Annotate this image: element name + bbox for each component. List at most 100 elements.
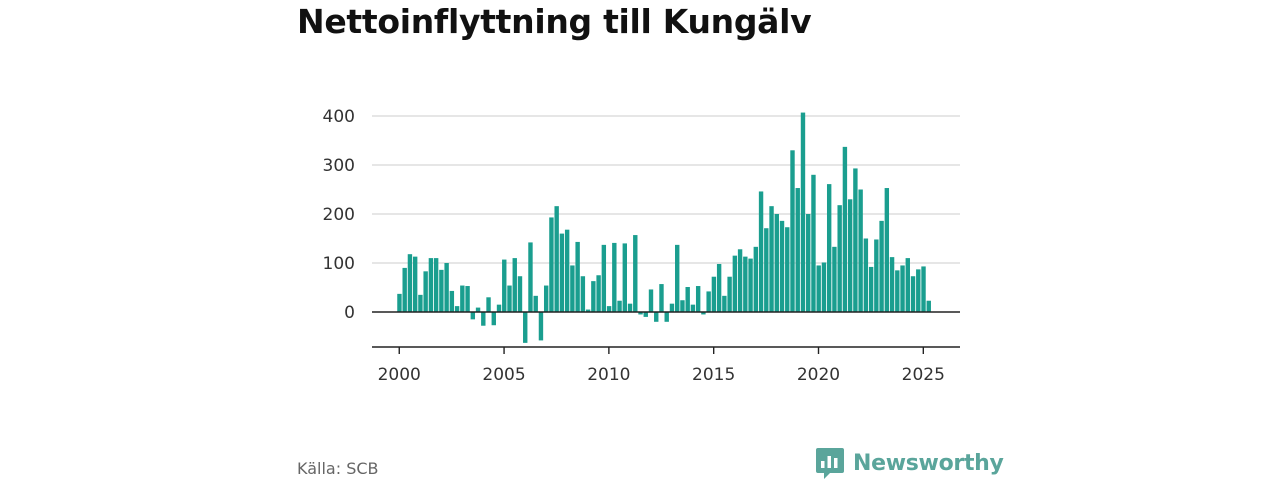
bar: [444, 263, 449, 312]
bar: [847, 199, 853, 312]
bar: [680, 300, 685, 312]
bar: [779, 220, 785, 312]
bar: [648, 289, 654, 312]
bar: [858, 189, 863, 312]
x-tick-label: 2015: [692, 365, 735, 385]
bar: [748, 258, 753, 312]
y-tick-label: 100: [323, 254, 355, 274]
newsworthy-logo-icon: [816, 448, 844, 479]
bar: [753, 246, 759, 312]
bar: [816, 265, 821, 312]
bar: [627, 303, 633, 312]
bar: [716, 263, 722, 312]
y-tick-label: 300: [323, 156, 355, 176]
bar: [695, 286, 701, 312]
bar: [821, 262, 827, 312]
bar: [863, 238, 869, 312]
bar: [475, 307, 481, 312]
bar: [874, 239, 879, 312]
bar: [790, 150, 795, 312]
bar: [806, 214, 811, 312]
bar: [732, 255, 738, 312]
bar: [449, 290, 455, 312]
chart-title: Nettoinflyttning till Kungälv: [297, 2, 812, 41]
brand-logo: Newsworthy: [815, 447, 1004, 480]
bar: [517, 276, 523, 312]
y-tick-label: 0: [344, 303, 355, 323]
bar: [481, 312, 486, 326]
bar: [643, 312, 648, 317]
brand-name: Newsworthy: [853, 451, 1004, 476]
gridlines: [372, 115, 960, 264]
x-tick-label: 2010: [587, 365, 630, 385]
bar: [454, 306, 460, 312]
bar: [622, 243, 627, 312]
bar: [575, 241, 580, 312]
bar: [853, 168, 858, 312]
axes: [372, 311, 960, 354]
bar: [690, 304, 696, 312]
bar: [774, 214, 779, 312]
bar: [701, 312, 706, 315]
bar: [905, 258, 910, 312]
bar: [800, 112, 806, 312]
bar: [832, 246, 837, 312]
bar: [654, 312, 659, 322]
bar: [570, 265, 575, 312]
bar: [921, 266, 926, 312]
bar: [470, 312, 476, 320]
bar: [397, 293, 402, 312]
bar: [407, 254, 413, 312]
bar: [895, 270, 900, 312]
bar: [559, 233, 565, 312]
y-tick-label: 400: [323, 107, 355, 127]
tick-labels: 0 100 200 300 400 2000 2005 2010 2015 2020 2025: [323, 107, 945, 385]
source-note: Källa: SCB: [297, 459, 379, 478]
bar: [533, 295, 538, 312]
bar: [496, 304, 502, 312]
bar: [837, 205, 842, 312]
bar: [889, 257, 895, 312]
bar: [926, 300, 931, 312]
bar: [502, 259, 507, 312]
y-tick-label: 200: [323, 205, 355, 225]
bar: [638, 312, 643, 315]
bar: [585, 309, 591, 312]
bar: [727, 276, 732, 312]
bar: [785, 227, 790, 312]
bar: [612, 242, 617, 312]
bar: [491, 312, 496, 326]
x-tick-label: 2025: [902, 365, 945, 385]
bar: [418, 294, 423, 312]
x-tick-label: 2020: [797, 365, 840, 385]
bar: [910, 276, 916, 312]
bar: [601, 244, 607, 312]
bar: [428, 258, 434, 312]
bar: [842, 146, 848, 312]
bar: [659, 284, 664, 312]
bar: [554, 206, 559, 312]
bar: [737, 249, 743, 312]
bar: [549, 217, 554, 312]
bar: [465, 286, 470, 312]
bar: [884, 188, 890, 312]
bar: [486, 297, 491, 312]
bar: [423, 271, 428, 312]
bar: [868, 266, 874, 312]
bar: [664, 312, 669, 322]
bar: [402, 267, 407, 312]
bar: [811, 174, 816, 312]
bar: [564, 229, 570, 312]
bar: [507, 285, 512, 312]
x-tick-label: 2005: [482, 365, 525, 385]
bar: [433, 258, 439, 312]
bar: [826, 184, 832, 312]
bar: [523, 312, 528, 343]
bar: [596, 275, 601, 312]
bar: [543, 285, 549, 312]
bar: [528, 242, 533, 312]
bar: [512, 258, 517, 312]
bar: [633, 235, 638, 312]
bar: [900, 265, 905, 312]
